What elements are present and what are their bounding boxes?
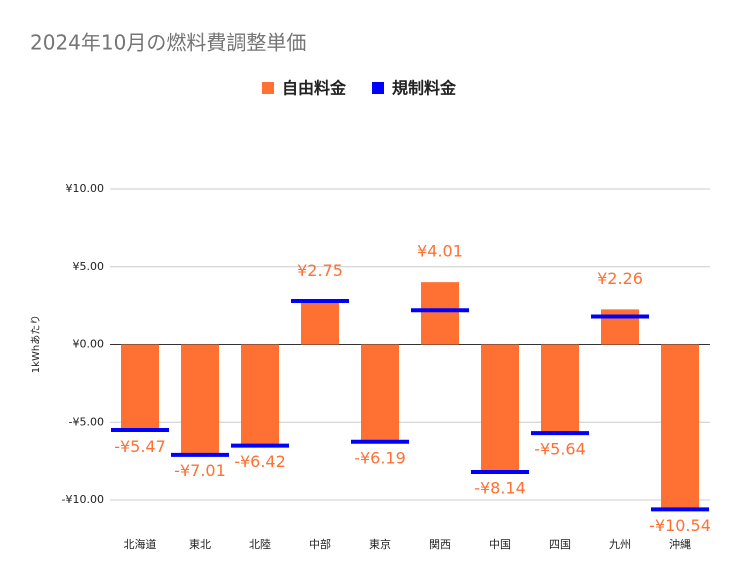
x-tick-label: 北海道 [124, 537, 157, 551]
legend-label: 自由料金 [282, 79, 347, 98]
y-tick-label: ¥5.00 [73, 260, 105, 273]
value-label: -¥10.54 [649, 516, 711, 535]
value-label: -¥6.42 [234, 452, 286, 471]
bar [121, 344, 159, 430]
x-tick-label: 北陸 [249, 538, 271, 551]
y-tick-label: ¥0.00 [73, 338, 105, 351]
bar [661, 344, 699, 509]
value-label: -¥7.01 [174, 461, 226, 480]
x-tick-label: 東京 [369, 537, 391, 551]
x-tick-label: 九州 [609, 538, 631, 551]
value-label: -¥5.47 [114, 437, 166, 456]
legend-swatch [372, 82, 385, 94]
value-label: ¥2.75 [297, 261, 343, 280]
value-label: ¥4.01 [417, 242, 463, 261]
x-tick-label: 関西 [429, 538, 451, 551]
bar [361, 344, 399, 441]
y-tick-label: ¥10.00 [66, 182, 105, 195]
y-tick-label: -¥5.00 [69, 415, 104, 428]
x-tick-label: 中国 [489, 538, 511, 551]
x-tick-label: 沖縄 [669, 537, 691, 551]
bar [241, 344, 279, 445]
bar [301, 301, 339, 345]
chart-title: 2024年10月の燃料費調整単価 [30, 31, 306, 55]
y-axis-label: 1kWhあたり [30, 315, 42, 373]
bar [481, 344, 519, 472]
value-label: -¥6.19 [354, 448, 406, 467]
value-label: -¥8.14 [474, 479, 526, 498]
bar [181, 344, 219, 454]
legend-label: 規制料金 [392, 79, 457, 98]
x-tick-label: 四国 [549, 538, 571, 551]
bar [541, 344, 579, 433]
legend: 自由料金 規制料金 [262, 79, 457, 98]
bar [421, 282, 459, 345]
value-label: ¥2.26 [597, 269, 643, 288]
x-tick-label: 中部 [309, 537, 331, 551]
legend-swatch [262, 82, 274, 94]
y-tick-label: -¥10.00 [62, 493, 104, 506]
x-tick-label: 東北 [189, 538, 211, 551]
value-label: -¥5.64 [534, 440, 586, 459]
